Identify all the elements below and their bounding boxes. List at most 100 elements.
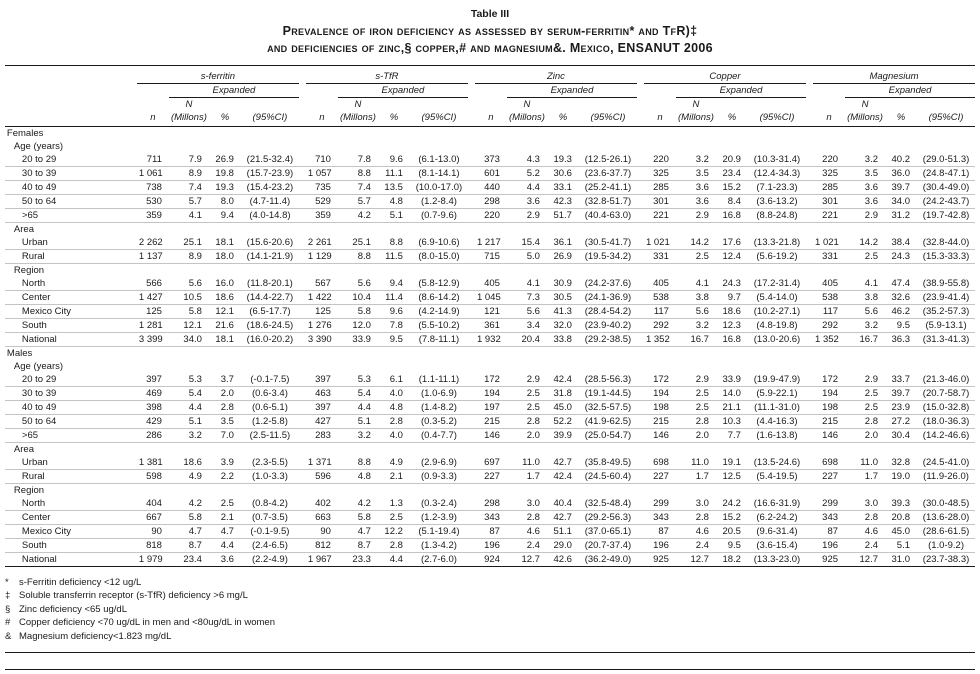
data-cell: (19.1-44.5) — [578, 386, 637, 401]
expanded-header: Expanded — [845, 83, 976, 98]
table-label: Table III — [470, 8, 510, 20]
data-cell: 331 — [643, 249, 676, 264]
column-spacer — [806, 455, 814, 470]
column-spacer — [636, 290, 644, 305]
group-header: Zinc — [474, 65, 637, 84]
table-row: Area — [5, 222, 975, 236]
data-cell: 5.4 — [168, 386, 209, 401]
column-spacer — [299, 65, 306, 83]
column-spacer — [467, 276, 475, 291]
data-cell: 21.1 — [715, 400, 748, 415]
data-cell: (4.7-11.4) — [240, 194, 299, 209]
data-cell: 16.8 — [715, 332, 748, 347]
data-cell: 7.4 — [337, 180, 378, 195]
data-cell: 3.4 — [506, 318, 547, 333]
data-cell: 7.7 — [715, 428, 748, 443]
data-cell: 198 — [643, 400, 676, 415]
data-cell: 1 021 — [813, 235, 846, 250]
column-spacer — [467, 428, 475, 443]
data-cell: 2.4 — [506, 538, 547, 553]
col-header-pct: % — [208, 97, 241, 127]
data-cell: 172 — [813, 372, 846, 387]
column-spacer — [806, 524, 814, 539]
data-cell: (32.5-48.4) — [578, 496, 637, 511]
column-spacer — [467, 290, 475, 305]
data-cell: (19.5-34.2) — [578, 249, 637, 264]
table-row: Center 1 427 10.5 18.6 (14.4-22.7) 1 422 10.4 1… — [4, 290, 976, 305]
data-cell: 2.4 — [845, 538, 886, 553]
data-cell: 8.9 — [168, 166, 209, 181]
column-spacer — [467, 235, 475, 250]
data-cell: 12.3 — [715, 318, 748, 333]
footnote-text: Zinc deficiency <65 ug/dL — [19, 603, 127, 615]
data-cell: (-0.1-7.5) — [240, 372, 299, 387]
data-cell: 359 — [136, 208, 169, 223]
data-cell: 698 — [813, 455, 846, 470]
data-cell: 5.4 — [337, 386, 378, 401]
subsection-label: Region — [13, 484, 45, 496]
data-cell: 9.5 — [885, 318, 918, 333]
table-row: Rural 598 4.9 2.2 (1.0-3.3) 596 4.8 2.1 (0.9-3.3… — [4, 469, 976, 484]
footnote-marker: § — [5, 603, 11, 615]
data-cell: 11.0 — [675, 455, 716, 470]
data-cell: 3.6 — [208, 552, 241, 567]
data-cell: (29.2-56.3) — [578, 510, 637, 525]
column-spacer — [298, 166, 306, 181]
row-label: South — [4, 538, 137, 553]
col-header-n-line2: (Millons) — [509, 111, 545, 123]
table-row: South 818 8.7 4.4 (2.4-6.5) 812 8.7 2.8 (1.3-4.2… — [4, 538, 976, 553]
data-cell: (18.0-36.3) — [917, 414, 976, 429]
column-spacer — [636, 524, 644, 539]
data-cell: 3.2 — [845, 152, 886, 167]
section-label: Females — [6, 127, 44, 139]
col-header-n-line2: (Millons) — [678, 111, 714, 123]
column-spacer — [636, 332, 644, 347]
data-cell: 194 — [813, 386, 846, 401]
column-spacer — [467, 372, 475, 387]
row-label: 30 to 39 — [4, 166, 137, 181]
data-cell: 25.1 — [337, 235, 378, 250]
footnote-marker: ‡ — [5, 590, 11, 602]
data-cell: (28.6-61.5) — [917, 524, 976, 539]
data-cell: (24.5-60.4) — [578, 469, 637, 484]
data-cell: 33.7 — [885, 372, 918, 387]
data-cell: 301 — [813, 194, 846, 209]
data-cell: 1.7 — [506, 469, 547, 484]
data-cell: (24.8-47.1) — [917, 166, 976, 181]
data-cell: 3.8 — [675, 290, 716, 305]
column-spacer — [636, 304, 644, 319]
column-spacer — [298, 249, 306, 264]
data-cell: (20.7-37.4) — [578, 538, 637, 553]
data-cell: 5.3 — [337, 372, 378, 387]
data-cell: 667 — [136, 510, 169, 525]
data-cell: (6.9-10.6) — [409, 235, 468, 250]
data-cell: 196 — [474, 538, 507, 553]
section-label: Males — [6, 347, 33, 359]
column-spacer — [467, 208, 475, 223]
column-spacer — [298, 496, 306, 511]
data-cell: (24.5-41.0) — [917, 455, 976, 470]
data-cell: 117 — [643, 304, 676, 319]
data-cell: 220 — [643, 152, 676, 167]
data-cell: 4.7 — [208, 524, 241, 539]
data-cell: (41.9-62.5) — [578, 414, 637, 429]
data-cell: (1.0-9.2) — [917, 538, 976, 553]
column-spacer — [467, 386, 475, 401]
table-header: s-ferritin s-TfR Zinc Copper Magnesium Expand… — [4, 65, 976, 127]
row-label: Urban — [4, 455, 137, 470]
data-cell: (30.4-49.0) — [917, 180, 976, 195]
col-header-ci: (95%CI) — [747, 97, 807, 127]
data-cell: (24.2-43.7) — [917, 194, 976, 209]
data-cell: 2.5 — [845, 400, 886, 415]
data-cell: 3 399 — [136, 332, 169, 347]
data-cell: 16.0 — [208, 276, 241, 291]
data-cell: 220 — [813, 152, 846, 167]
data-cell: (5.4-19.5) — [747, 469, 807, 484]
column-spacer — [298, 524, 306, 539]
data-cell: 3 390 — [305, 332, 338, 347]
column-spacer — [298, 414, 306, 429]
column-spacer — [467, 166, 475, 181]
data-cell: 285 — [643, 180, 676, 195]
data-cell: 5.7 — [168, 194, 209, 209]
data-cell: (2.5-11.5) — [240, 428, 299, 443]
